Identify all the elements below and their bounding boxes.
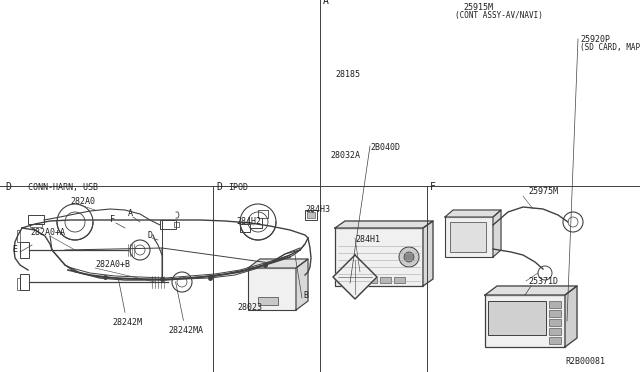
Text: A: A: [323, 0, 329, 6]
Text: 28023: 28023: [237, 303, 262, 312]
Bar: [307, 212, 315, 218]
Polygon shape: [485, 286, 577, 295]
Text: D: D: [5, 182, 11, 192]
Bar: [366, 277, 377, 283]
Bar: [30, 224, 42, 227]
Polygon shape: [335, 221, 433, 228]
Text: 28242M: 28242M: [112, 280, 142, 327]
Polygon shape: [565, 286, 577, 347]
Text: (SD CARD, MAP): (SD CARD, MAP): [580, 43, 640, 52]
Text: 28242MA: 28242MA: [168, 282, 203, 335]
Text: 282A0+A: 282A0+A: [30, 228, 65, 237]
Bar: [160, 220, 176, 229]
Bar: [549, 310, 561, 317]
Text: B: B: [303, 291, 308, 300]
Bar: [450, 222, 486, 252]
Polygon shape: [493, 210, 501, 257]
Text: (CONT ASSY-AV/NAVI): (CONT ASSY-AV/NAVI): [455, 11, 543, 20]
Bar: [240, 224, 250, 232]
Text: R2B00081: R2B00081: [565, 357, 605, 366]
Polygon shape: [333, 255, 377, 299]
Circle shape: [404, 252, 414, 262]
Text: D: D: [148, 231, 153, 240]
Text: 25975M: 25975M: [528, 187, 558, 196]
Text: D: D: [216, 182, 222, 192]
Bar: [17, 278, 20, 290]
Bar: [28, 215, 44, 224]
Text: 2B040D: 2B040D: [370, 143, 400, 152]
Bar: [394, 277, 405, 283]
Bar: [549, 319, 561, 326]
Text: 28185: 28185: [335, 70, 360, 79]
Text: IPOD: IPOD: [228, 183, 248, 192]
Text: F: F: [430, 182, 436, 192]
Text: 284H2: 284H2: [236, 217, 261, 226]
Bar: [549, 337, 561, 344]
Circle shape: [399, 247, 419, 267]
Polygon shape: [445, 210, 501, 217]
Bar: [549, 328, 561, 335]
Text: 284H1: 284H1: [355, 235, 380, 244]
Polygon shape: [248, 259, 308, 268]
Text: 25920P: 25920P: [580, 35, 610, 44]
Text: 28032A: 28032A: [330, 151, 360, 160]
Text: E: E: [12, 245, 17, 254]
Bar: [445, 217, 493, 257]
Bar: [258, 210, 268, 218]
Bar: [380, 277, 391, 283]
Bar: [305, 210, 317, 220]
Text: 282A0+B: 282A0+B: [95, 260, 130, 269]
Text: 282A0: 282A0: [70, 197, 95, 206]
Bar: [549, 301, 561, 308]
Bar: [17, 230, 20, 242]
Bar: [352, 277, 363, 283]
Bar: [258, 297, 278, 305]
Bar: [20, 274, 29, 290]
Bar: [488, 301, 546, 335]
Polygon shape: [423, 221, 433, 286]
Bar: [485, 295, 565, 347]
Text: F: F: [110, 215, 115, 224]
Bar: [174, 222, 179, 227]
Text: A: A: [128, 209, 133, 218]
Bar: [248, 268, 296, 310]
Text: CONN-HARN, USB: CONN-HARN, USB: [28, 183, 98, 192]
Text: 284H3: 284H3: [305, 205, 330, 214]
Bar: [20, 242, 29, 258]
Bar: [338, 277, 349, 283]
Bar: [335, 228, 423, 286]
Text: 25371D: 25371D: [528, 277, 558, 286]
Text: 25915M: 25915M: [463, 3, 493, 12]
Polygon shape: [296, 259, 308, 310]
